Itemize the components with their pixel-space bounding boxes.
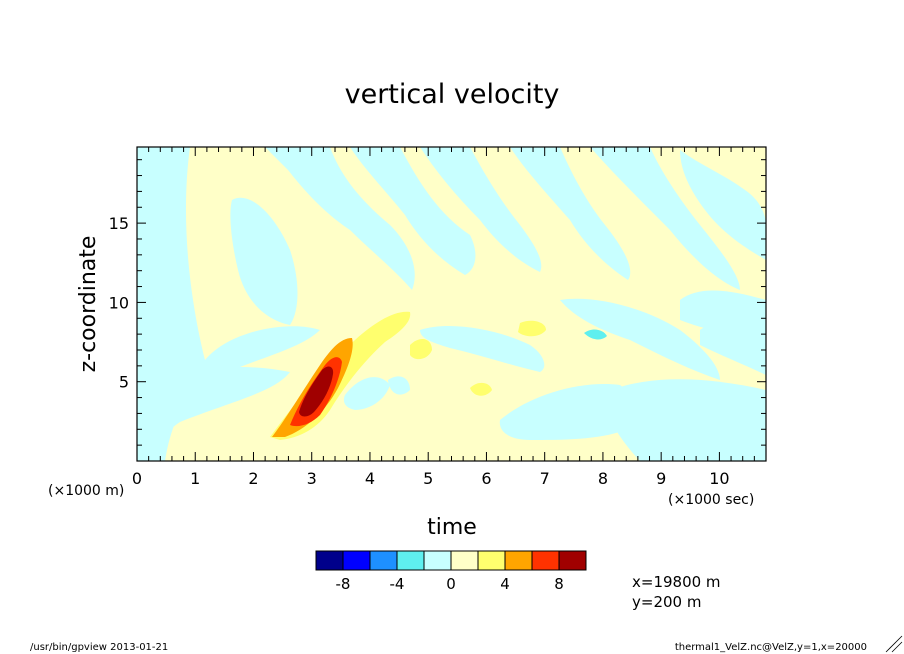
colorbar-label: 8: [554, 575, 564, 593]
corner-mark: [891, 641, 903, 653]
x-tick-label: 1: [190, 469, 200, 488]
x-tick-label: 4: [365, 469, 375, 488]
y-tick-label: 5: [119, 373, 129, 392]
colorbar-swatch: [315, 550, 344, 571]
downdraft-band: [265, 147, 415, 290]
updraft-blob: [518, 320, 546, 337]
colorbar-swatch: [558, 550, 587, 571]
downdraft-band: [700, 320, 766, 375]
downdraft-band: [420, 325, 545, 372]
chart-title: vertical velocity: [345, 79, 560, 110]
y-tick-label: 15: [109, 214, 129, 233]
downdraft-band: [420, 147, 542, 272]
footer-left: /usr/bin/gpview 2013-01-21: [30, 642, 168, 653]
colorbar-label: 4: [500, 575, 510, 593]
colorbar-swatch: [396, 550, 425, 571]
annotation-x: x=19800 m: [632, 573, 721, 591]
colorbar-label: 0: [446, 575, 456, 593]
x-tick-label: 3: [307, 469, 317, 488]
contour-field: [137, 147, 766, 461]
colorbar-swatch: [450, 550, 479, 571]
downdraft-band: [350, 147, 476, 275]
y-axis: 5 10 15: [109, 159, 766, 462]
x-tick-label: 7: [540, 469, 550, 488]
footer-right: thermal1_VelZ.nc@VelZ,y=1,x=20000: [675, 642, 867, 653]
colorbar-swatch: [369, 550, 398, 571]
colorbar-label: -4: [390, 575, 405, 593]
y-unit-label: (×1000 m): [48, 483, 124, 499]
colorbar-swatch: [504, 550, 533, 571]
x-axis: 0 1 2 3 4 5 6 7 8 9 10: [132, 147, 767, 488]
colorbar-swatch: [423, 550, 452, 571]
x-tick-label: 0: [132, 469, 142, 488]
colorbar-swatch: [477, 550, 506, 571]
downdraft-band: [230, 197, 298, 325]
updraft-core: [299, 366, 334, 417]
x-tick-label: 9: [656, 469, 666, 488]
downdraft-band: [590, 147, 740, 290]
downdraft-band: [600, 379, 766, 461]
x-axis-title: time: [427, 515, 477, 540]
y-tick-label: 10: [109, 293, 129, 312]
downdraft-band: [137, 367, 290, 461]
downdraft-band: [680, 150, 766, 260]
updraft-blob: [470, 382, 492, 396]
updraft-blob: [410, 338, 432, 360]
x-tick-label: 6: [481, 469, 491, 488]
colorbar-swatch: [342, 550, 371, 571]
x-tick-label: 10: [709, 469, 729, 488]
y-axis-title: z-coordinate: [76, 236, 101, 373]
annotation-y: y=200 m: [632, 593, 701, 611]
corner-mark: [885, 635, 903, 653]
downdraft-band: [343, 377, 390, 410]
downdraft-band: [560, 298, 720, 380]
downdraft-core: [584, 329, 607, 340]
downdraft-band: [388, 376, 410, 395]
colorbar-label: -8: [336, 575, 351, 593]
colorbar-swatch: [531, 550, 560, 571]
x-tick-label: 8: [598, 469, 608, 488]
downdraft-band: [510, 147, 631, 280]
x-unit-label: (×1000 sec): [668, 492, 754, 508]
colorbar: -8 -4 0 4 8: [315, 550, 587, 593]
x-tick-label: 5: [423, 469, 433, 488]
x-tick-label: 2: [248, 469, 258, 488]
